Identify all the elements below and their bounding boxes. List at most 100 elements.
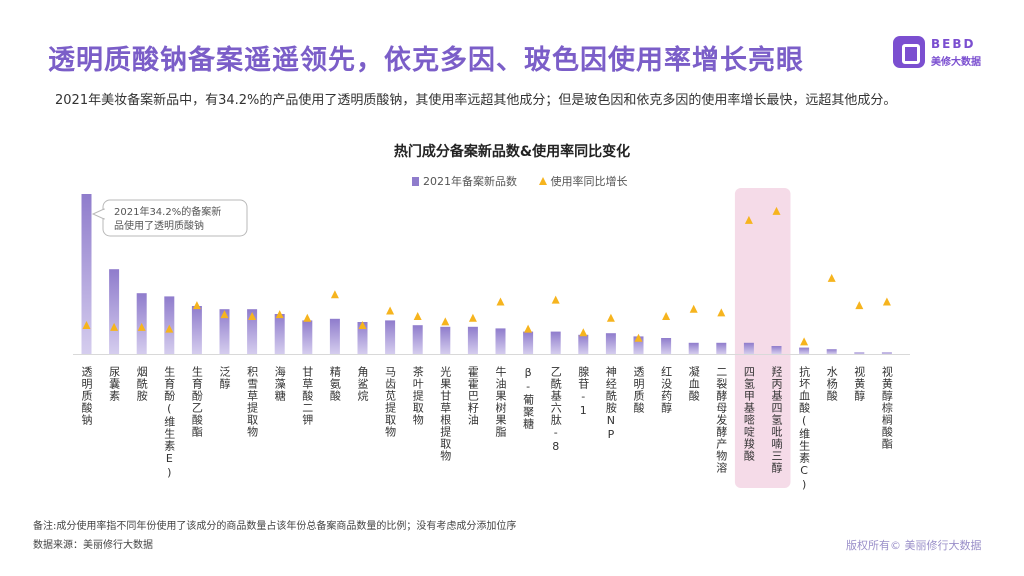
bar-group [771,346,782,354]
bar [854,352,865,354]
growth-marker [413,311,422,320]
bar-group [302,320,313,354]
bar-group [329,318,340,354]
category-label: 光果甘草根提取物 [439,365,452,462]
bar [329,318,340,354]
bar-group [274,314,285,354]
chart-legend: 2021年备案新品数 使用率同比增长 [412,173,646,189]
category-label: 生育酚(维生素E) [163,365,176,480]
category-label: 马齿苋提取物 [384,366,397,438]
highlight-box [734,188,791,488]
bar [578,334,589,354]
annotation-pointer [91,208,105,220]
bar-group [716,342,727,354]
growth-marker [855,301,864,310]
legend-bar-swatch [412,177,419,186]
category-label: 牛油果树果脂 [494,365,507,438]
bar [743,342,754,354]
bar-group [633,336,644,354]
growth-marker [441,317,450,326]
bar [605,333,616,354]
growth-marker [220,310,229,319]
bar [661,338,672,354]
bar-group [440,326,451,354]
bar-group [661,338,672,354]
growth-marker [248,311,257,320]
bar [247,309,258,354]
bar-group [412,325,423,354]
category-label: 角鲨烷 [356,366,369,402]
growth-marker [662,311,671,320]
growth-marker [689,304,698,313]
category-label: 腺苷-1 [577,365,590,418]
bar-group [550,331,561,354]
bar-group [81,194,92,354]
bar [826,349,837,354]
category-label: 海藻糖 [273,365,286,402]
bar-group [109,269,120,354]
category-label: 生育酚乙酸酯 [190,365,203,438]
bar [799,347,810,354]
bar [412,325,423,354]
bar [550,331,561,354]
category-label: 红没药醇 [660,366,673,414]
legend-triangle-icon [538,177,547,185]
bar [109,269,120,354]
bar [771,346,782,354]
growth-marker [165,324,174,333]
category-label: 透明质酸 [632,366,645,414]
bar-group [578,334,589,354]
category-label: 乙酰基六肽-8 [549,366,562,454]
growth-marker [468,313,477,322]
data-source: 数据来源：美丽修行大数据 [33,540,153,551]
category-label: 四氢甲基嘧啶羧酸 [742,366,755,462]
bar [633,336,644,354]
growth-marker [358,321,367,329]
category-label: 抗坏血酸(维生素C) [798,365,811,492]
category-label: 精氨酸 [328,366,341,402]
growth-marker [800,337,809,346]
legend-item-bar: 2021年备案新品数 [412,173,517,189]
bar [495,328,506,354]
category-label: 积雪草提取物 [246,366,259,438]
bar [523,331,534,354]
bar-chart: 透明质酸钠 尿囊素 烟酰胺 生育酚(维生素E) 生育酚乙酸酯 泛醇 积雪草提取物 海藻糖 甘草酸… [73,188,910,492]
growth-marker [386,306,395,315]
growth-marker [772,206,781,215]
category-label: 透明质酸钠 [80,366,93,426]
brand-logo: BEBD 美修大数据 [893,36,1003,76]
footnote: 备注:成分使用率指不同年份使用了该成分的商品数量占该年份总备案商品数量的比例；没… [33,521,517,532]
growth-marker [330,290,339,299]
growth-marker [275,310,284,319]
category-label: 霍霍巴籽油 [466,366,479,426]
category-label: 尿囊素 [108,366,121,402]
bar-group [495,328,506,354]
category-label: 神经酰胺NP [604,365,617,442]
bar [191,306,202,354]
category-label: 水杨酸 [825,366,838,402]
annotation-text-line1: 2021年34.2%的备案新 [114,205,221,218]
bar-group [357,322,368,354]
growth-marker [717,308,726,317]
category-label: 视黄醇棕榈酸酯 [880,365,893,450]
bar [274,314,285,354]
bar [81,194,92,354]
growth-marker [303,313,312,322]
growth-marker [579,328,588,337]
growth-marker [524,324,533,333]
bar-group [385,320,396,354]
bar [440,326,451,354]
category-label: 视黄醇 [853,365,866,402]
bar-group [881,352,892,354]
bar-group [523,331,534,354]
bar [467,326,478,354]
category-label: 茶叶提取物 [411,366,424,426]
logo-text-cn: 美修大数据 [931,57,981,68]
category-label: 烟酰胺 [135,365,148,402]
category-label: β-葡聚糖 [522,366,535,430]
growth-marker [634,333,643,342]
bar [881,352,892,354]
category-label: 凝血酸 [687,365,700,402]
bar-group [247,309,258,354]
